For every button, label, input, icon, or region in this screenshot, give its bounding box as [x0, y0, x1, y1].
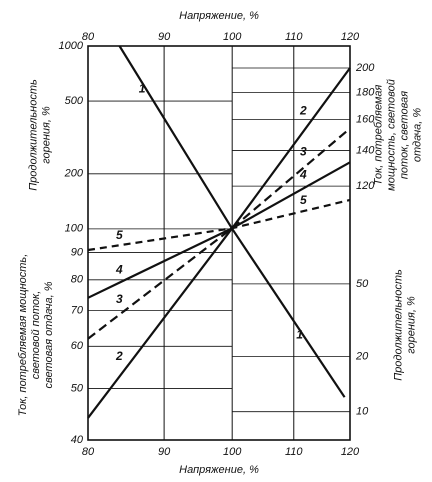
x-tick-label: 120 — [341, 31, 360, 43]
series-label: 5 — [300, 193, 307, 207]
series-line — [87, 198, 351, 252]
x-tick-label: 90 — [158, 31, 171, 43]
series-label: 3 — [300, 145, 307, 159]
x-tick-label: 80 — [82, 31, 95, 43]
x-title-top: Напряжение, % — [179, 10, 259, 22]
y-tick-label: 50 — [71, 382, 84, 394]
axis-title-line: Продолжительность — [27, 79, 39, 191]
axis-title-line: Ток, потребляемая — [372, 84, 384, 185]
axis-title-line: поток, световая — [398, 91, 410, 179]
x-tick-label: 120 — [341, 446, 360, 458]
axis-title-line: горения, % — [405, 296, 417, 354]
series-label: 5 — [116, 228, 123, 242]
x-tick-label: 110 — [285, 446, 303, 458]
y2-tick-label: 100 — [65, 223, 84, 235]
y-tick-label: 90 — [71, 246, 84, 258]
series-label: 1 — [139, 81, 146, 95]
axis-title-line: отдача, % — [411, 108, 423, 163]
axis-title: Ток, потребляемая мощность, световой пото… — [17, 254, 55, 417]
y-tick-label: 180 — [356, 86, 375, 98]
x-tick-label: 100 — [223, 31, 242, 43]
y2-tick-label: 50 — [356, 278, 369, 290]
y2-tick-label: 500 — [65, 95, 84, 107]
y-tick-label: 60 — [71, 340, 84, 352]
y-tick-label: 40 — [71, 434, 84, 446]
y-tick-label: 80 — [71, 274, 84, 286]
series-label: 3 — [116, 292, 123, 306]
series-label: 2 — [299, 103, 307, 117]
series-line — [87, 127, 351, 340]
series-label: 2 — [115, 349, 123, 363]
y2-tick-label: 1000 — [59, 40, 84, 52]
axis-title-line: световая отдача, % — [43, 281, 55, 388]
axis-title: Ток, потребляемая мощность, световой поток… — [372, 79, 423, 191]
x-tick-label: 100 — [223, 446, 242, 458]
x-title-bottom: Напряжение, % — [179, 464, 259, 476]
y2-tick-label: 20 — [355, 351, 369, 363]
axis-title-line: Ток, потребляемая мощность, — [17, 254, 29, 417]
y-tick-label: 200 — [355, 62, 375, 74]
axis-title-line: мощность, световой — [385, 79, 397, 191]
y-tick-label: 120 — [356, 180, 375, 192]
axis-title-line: Продолжительность — [392, 269, 404, 381]
x-tick-label: 90 — [158, 446, 171, 458]
axis-title-line: световой поток, — [30, 291, 42, 380]
x-tick-label: 80 — [82, 446, 95, 458]
series-label: 1 — [296, 327, 303, 341]
series-label: 4 — [115, 263, 123, 277]
y-tick-label: 160 — [356, 114, 375, 126]
axis-title: Продолжительность горения, % — [392, 269, 417, 381]
axis-title: Продолжительность горения, % — [27, 79, 52, 191]
y-tick-label: 70 — [71, 305, 84, 317]
y-tick-label: 140 — [356, 144, 375, 156]
y2-tick-label: 10 — [356, 406, 369, 418]
y2-tick-label: 200 — [64, 168, 84, 180]
x-tick-label: 110 — [285, 31, 303, 43]
axis-title-line: горения, % — [40, 106, 52, 164]
series-label: 4 — [299, 168, 307, 182]
